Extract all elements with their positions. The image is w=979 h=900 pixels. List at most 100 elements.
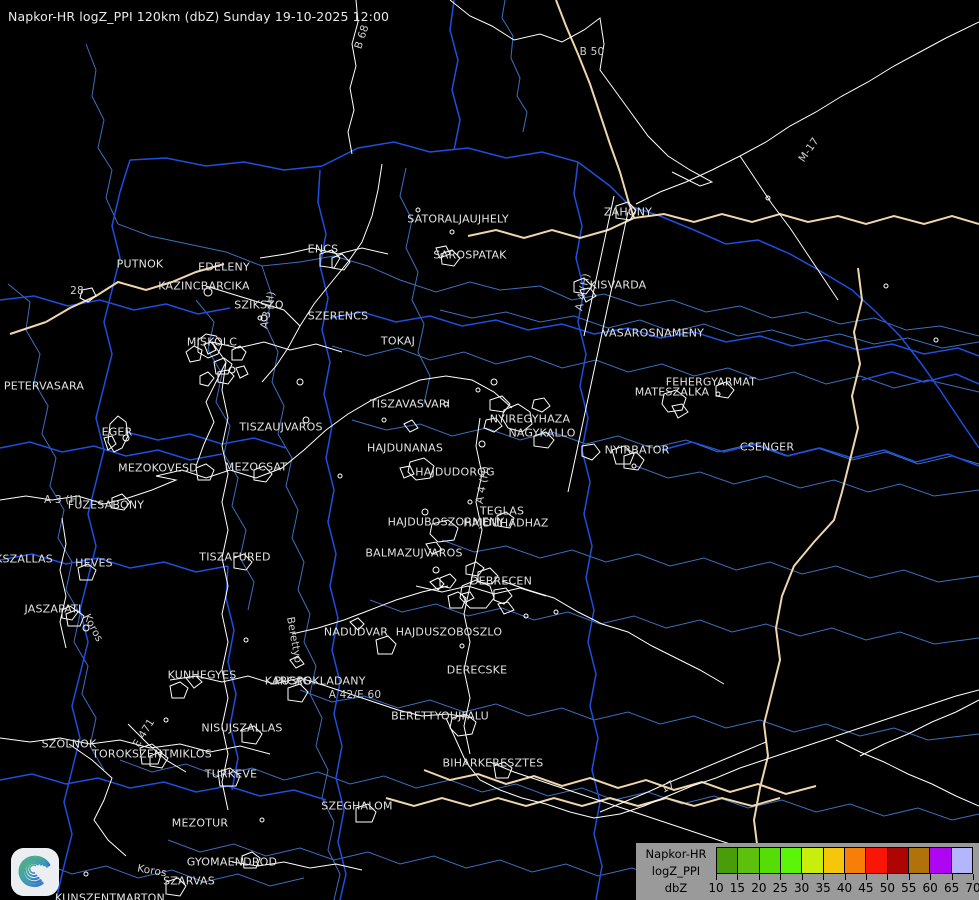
legend-tick-label: 70	[965, 881, 979, 895]
city-label: MISKOLC	[186, 335, 238, 349]
legend-tick	[951, 874, 953, 880]
legend-swatch	[780, 848, 803, 873]
city-label: SATORALJAUJHELY	[407, 212, 509, 226]
legend-tick-label: 60	[922, 881, 938, 895]
road-label: B 50	[579, 46, 605, 58]
city-label: HAJDUSZOBOSZLO	[395, 625, 503, 639]
city-label: FUZESABONY	[67, 498, 145, 512]
city-label: PETERVASARA	[3, 379, 85, 393]
city-label: ENCS	[307, 242, 339, 256]
city-label: JASZAPATI	[24, 602, 82, 616]
legend-tick	[865, 874, 867, 880]
logo-swirl-icon	[18, 855, 51, 888]
legend-tick-label: 15	[729, 881, 746, 895]
road-label: A 3 (H)	[43, 494, 83, 506]
city-label: EDELENY	[198, 260, 250, 274]
legend-swatch	[823, 848, 845, 873]
city-label: SZERENCS	[307, 309, 369, 323]
legend-caption: Napkor-HR logZ_PPI dbZ	[640, 846, 712, 897]
legend-tick-label: 65	[943, 881, 960, 895]
city-label: VASAROSNAMENY	[601, 326, 705, 340]
city-label: HAJDUNANAS	[366, 441, 444, 455]
city-label: HAJDUDOROG	[415, 465, 495, 479]
city-label: MEZOKOVESD	[118, 461, 198, 475]
legend-tick-label: 55	[901, 881, 917, 895]
swirl-logo	[11, 848, 59, 896]
city-label: TEGLAS	[479, 504, 525, 518]
city-label: BERETTYOUJFALU	[391, 709, 489, 723]
city-label: NAGYKALLO	[508, 426, 576, 440]
legend-tick	[887, 874, 889, 880]
city-label: DERECSKE	[446, 663, 508, 677]
city-label: TURKEVE	[204, 767, 258, 781]
legend-caption-product: Napkor-HR	[645, 847, 707, 861]
city-label: KARCAG	[264, 674, 312, 688]
road-label: A 42/E 60	[328, 689, 382, 701]
city-label: MEZOTUR	[171, 816, 229, 830]
city-label: BALMAZUJVAROS	[365, 546, 463, 560]
legend-color-bar	[716, 847, 973, 874]
city-label: SAROSPATAK	[433, 248, 507, 262]
city-label: KSZALLAS	[0, 552, 53, 566]
city-label: KISVARDA	[589, 278, 647, 292]
legend-tick-marks	[716, 874, 974, 882]
legend-swatch	[759, 848, 781, 873]
logo-background	[11, 848, 59, 896]
city-label: NISUJSZALLAS	[201, 721, 283, 735]
city-label: KUNHEGYES	[167, 668, 237, 682]
city-label: FEHERGYARMAT	[665, 375, 757, 389]
city-label: NYIRBATOR	[604, 443, 670, 457]
legend-swatch	[866, 848, 888, 873]
city-label: TOROKSZENTMIKLOS	[92, 747, 212, 761]
legend-swatch	[951, 848, 972, 873]
city-label: HAJDUBOSZORMENY	[387, 515, 505, 529]
legend-tick	[973, 874, 974, 880]
small-feature-layer	[82, 195, 939, 877]
highway-layer	[9, 0, 979, 900]
urban-area-layer	[61, 201, 735, 897]
city-label: TOKAJ	[380, 334, 416, 348]
city-label: GYOMAENDROD	[186, 855, 278, 869]
legend-swatch	[717, 848, 739, 873]
legend-tick-label: 40	[836, 881, 853, 895]
city-label: NYIREGYHAZA	[489, 412, 571, 426]
page-title: Napkor-HR logZ_PPI 120km (dbZ) Sunday 19…	[8, 9, 390, 24]
legend-caption-unit: dbZ	[664, 881, 688, 895]
legend-swatch	[844, 848, 867, 873]
legend-tick	[823, 874, 825, 880]
city-label: PUSPOKLADANY	[274, 674, 366, 688]
legend-caption-field: logZ_PPI	[651, 864, 701, 878]
legend-swatch	[738, 848, 760, 873]
city-label: SZIKSZO	[234, 298, 284, 312]
city-label: CSENGER	[739, 440, 795, 454]
city-label: TISZAVASVARI	[369, 397, 451, 411]
city-label: HEVES	[75, 556, 113, 570]
city-label: NADUDVAR	[323, 625, 389, 639]
city-label: BIHARKERESZTES	[442, 756, 544, 770]
legend-tick-label: 50	[879, 881, 895, 895]
road-label: 28	[70, 285, 84, 297]
legend-tick	[716, 874, 717, 880]
city-label: MATESZALKA	[634, 385, 710, 399]
city-label: KUNSZENTMARTON	[55, 891, 165, 900]
legend-swatch	[802, 848, 824, 873]
city-label: EGER	[101, 425, 133, 439]
legend-swatch	[930, 848, 952, 873]
legend-tick	[930, 874, 932, 880]
legend-tick	[908, 874, 910, 880]
legend-tick-labels: 10 15 20 25 30 35 40 45 50 55 60 65 70	[698, 881, 979, 897]
city-label: DEBRECEN	[469, 574, 533, 588]
legend-tick-label: 30	[794, 881, 810, 895]
legend-tick	[844, 874, 846, 880]
city-label: PUTNOK	[116, 257, 164, 271]
city-label: HAJDUHADHAZ	[463, 516, 549, 530]
city-label: TISZAFURED	[199, 550, 271, 564]
legend-tick-label: 25	[772, 881, 788, 895]
legend-tick	[758, 874, 760, 880]
city-label: ZAHONY	[603, 205, 653, 219]
city-label: KAZINCBARCIKA	[158, 279, 250, 293]
legend-panel: Napkor-HR logZ_PPI dbZ 10 15 20 25 30 35 40 45 5…	[636, 843, 979, 900]
legend-tick-label: 10	[708, 881, 724, 895]
